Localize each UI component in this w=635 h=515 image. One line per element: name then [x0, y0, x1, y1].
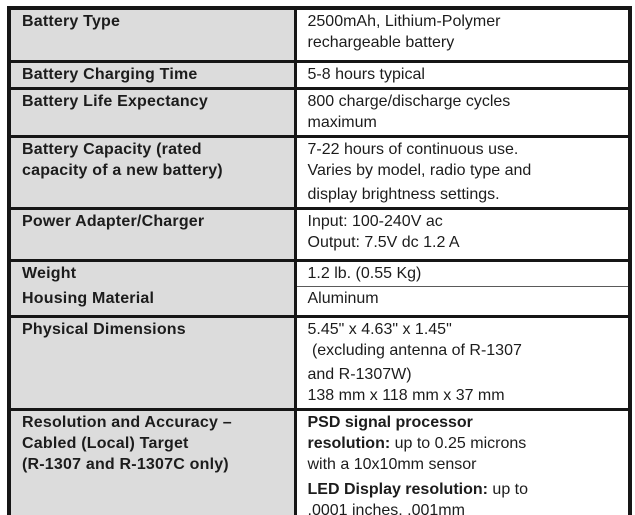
value-text: 1.2 lb. (0.55 Kg)	[307, 264, 422, 282]
psd-resolution-heading: PSD signal processor	[307, 413, 473, 431]
label-text: Housing Material	[22, 289, 155, 307]
spec-value-resolution-accuracy: PSD signal processor resolution: up to 0…	[293, 407, 632, 515]
row-housing-material: Aluminum	[9, 285, 632, 318]
row-battery-capacity: Battery Capacity (rated capacity of a ne…	[7, 134, 632, 210]
spec-value-battery-life-expectancy: 800 charge/discharge cycles maximum	[293, 86, 632, 138]
value-text: and R-1307W)	[307, 365, 412, 383]
row-physical-dimensions: Physical Dimensions 5.45" x 4.63" x 1.45…	[7, 314, 632, 411]
value-text: .0001 inches, .001mm	[307, 501, 465, 515]
label-text: (R-1307 and R-1307C only)	[22, 455, 229, 473]
value-text: resolution: up to 0.25 microns	[308, 433, 621, 454]
value-text: 2500mAh, Lithium-Polymer	[307, 13, 501, 30]
spec-value-physical-dimensions: 5.45" x 4.63" x 1.45" (excluding antenna…	[293, 314, 632, 411]
value-text: PSD signal processor	[308, 412, 621, 433]
value-text: (excluding antenna of R-1307	[307, 341, 522, 359]
label-text: Resolution and Accuracy –	[22, 413, 232, 431]
row-power-adapter: Power Adapter/Charger Input: 100-240V ac…	[7, 206, 632, 262]
value-text: 800 charge/discharge cycles	[307, 92, 511, 110]
value-text: 5-8 hours typical	[307, 65, 425, 83]
spec-label-physical-dimensions: Physical Dimensions	[7, 314, 297, 411]
spec-label-weight-housing-material: Weight Housing Material	[7, 258, 297, 318]
value-text: LED Display resolution: up to	[308, 479, 621, 500]
value-text: rechargeable battery	[307, 34, 455, 51]
led-resolution-heading: LED Display resolution:	[307, 480, 488, 498]
spec-label-resolution-accuracy: Resolution and Accuracy – Cabled (Local)…	[7, 407, 297, 515]
value-text: Aluminum	[307, 289, 379, 307]
value-text: 7-22 hours of continuous use.	[307, 140, 519, 158]
spec-label-battery-capacity: Battery Capacity (rated capacity of a ne…	[7, 134, 297, 210]
row-battery-charging-time: Battery Charging Time 5-8 hours typical	[7, 59, 632, 90]
spec-value-battery-capacity: 7-22 hours of continuous use. Varies by …	[293, 134, 632, 210]
value-text: Output: 7.5V dc 1.2 A	[307, 233, 460, 251]
value-text: with a 10x10mm sensor	[307, 455, 477, 473]
label-text: Battery Charging Time	[22, 65, 198, 83]
psd-resolution-text: up to 0.25 microns	[390, 434, 527, 452]
row-resolution-accuracy: Resolution and Accuracy – Cabled (Local)…	[7, 407, 632, 515]
label-text: Weight	[22, 264, 77, 282]
spec-value-weight: 1.2 lb. (0.55 Kg)	[293, 258, 632, 287]
row-battery-type: Battery Type 2500mAh, Lithium-Polymer re…	[7, 6, 632, 63]
value-text: display brightness settings.	[307, 185, 500, 203]
label-text: Physical Dimensions	[22, 320, 186, 338]
spec-label-power-adapter: Power Adapter/Charger	[7, 206, 297, 262]
spec-label-battery-life-expectancy: Battery Life Expectancy	[7, 86, 297, 138]
spec-table: Battery Type 2500mAh, Lithium-Polymer re…	[7, 6, 632, 515]
spec-label-battery-type: Battery Type	[7, 6, 297, 63]
row-weight: Weight Housing Material 1.2 lb. (0.55 Kg…	[7, 258, 632, 318]
label-text: Battery Type	[22, 13, 121, 30]
value-text: maximum	[307, 113, 377, 131]
spec-value-power-adapter: Input: 100-240V ac Output: 7.5V dc 1.2 A	[293, 206, 632, 262]
row-battery-life-expectancy: Battery Life Expectancy 800 charge/disch…	[7, 86, 632, 138]
value-text: Input: 100-240V ac	[307, 212, 443, 230]
label-text: Battery Capacity (rated	[22, 140, 202, 158]
value-text: Varies by model, radio type and	[307, 161, 532, 179]
value-text: 138 mm x 118 mm x 37 mm	[307, 386, 505, 404]
label-text: Battery Life Expectancy	[22, 92, 209, 110]
spec-value-battery-charging-time: 5-8 hours typical	[293, 59, 632, 90]
label-text: capacity of a new battery)	[22, 161, 223, 179]
spec-value-housing-material: Aluminum	[293, 285, 632, 318]
spec-value-battery-type: 2500mAh, Lithium-Polymer rechargeable ba…	[293, 6, 632, 63]
led-resolution-text: up to	[487, 480, 528, 498]
psd-resolution-heading: resolution:	[307, 434, 391, 452]
label-text: Power Adapter/Charger	[22, 212, 205, 230]
value-text: 5.45" x 4.63" x 1.45"	[307, 320, 452, 338]
spec-label-battery-charging-time: Battery Charging Time	[7, 59, 297, 90]
label-text: Cabled (Local) Target	[22, 434, 189, 452]
